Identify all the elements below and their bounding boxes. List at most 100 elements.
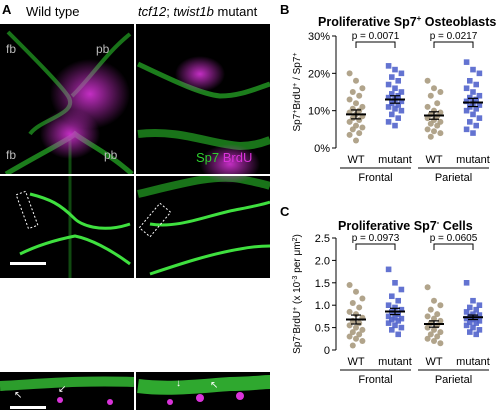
chart-c-point <box>470 324 476 331</box>
chart-b-ytick-label: 20% <box>308 68 330 80</box>
column-header-wild-type: Wild type <box>26 4 80 19</box>
chart-b-point <box>467 78 473 84</box>
chart-b-point <box>431 128 437 135</box>
chart-b-point <box>346 96 353 103</box>
panel-a-letter: A <box>2 2 12 17</box>
chart-b-point <box>470 130 476 136</box>
gene-separator: ; <box>166 4 174 19</box>
chart-b-point <box>356 130 363 137</box>
chart-c-point <box>349 299 356 306</box>
chart-c-point <box>398 286 405 293</box>
chart-b-point <box>389 91 395 97</box>
chart-c-ylabel: Sp7-BrdU+ (x 10-3 per μm2) <box>292 234 304 354</box>
chart-b-point <box>385 94 392 101</box>
chart-c-point <box>434 333 441 340</box>
chart-c-point <box>395 318 401 324</box>
chart-b-bracket <box>433 41 474 48</box>
chart-b-point <box>470 89 476 95</box>
chart-c-point <box>346 282 353 289</box>
chart-b-point <box>353 137 359 144</box>
chart-c-point <box>392 322 398 329</box>
chart-c-point <box>437 317 444 324</box>
chart-c-point <box>437 340 444 347</box>
chart-c-point <box>463 309 470 315</box>
chart-c-point <box>434 311 441 318</box>
chart-b-ytick-label: 10% <box>308 106 330 118</box>
chart-c-point <box>431 338 437 345</box>
chart-c-point <box>473 306 479 313</box>
chart-c-point <box>427 331 434 338</box>
chart-b-point <box>389 111 395 118</box>
svg-text:↙: ↙ <box>58 384 66 395</box>
micrograph-top-svg <box>0 24 270 278</box>
chart-b-point <box>473 81 479 88</box>
label-fb-wt-bottom: fb <box>6 148 17 162</box>
column-header-mutant: tcf12; twist1b mutant <box>138 4 257 19</box>
chart-c-point <box>424 313 431 320</box>
chart-c-point <box>424 324 431 331</box>
chart-c-title-sup: - <box>436 218 440 227</box>
chart-b-ylabel-part: + <box>292 110 299 114</box>
chart-b-point <box>427 120 434 127</box>
chart-b-point <box>398 70 405 77</box>
chart-b-point <box>385 81 392 88</box>
chart-c-point <box>359 338 366 345</box>
chart-b-point <box>463 85 470 92</box>
chart-c-point <box>463 315 470 322</box>
chart-c-point <box>467 304 473 311</box>
chart-b-point <box>395 115 401 121</box>
chart-b-title-sup: + <box>416 14 422 23</box>
chart-c-group-label: Frontal <box>358 374 392 386</box>
chart-b-pvalue: p = 0.0217 <box>430 31 478 42</box>
chart-c-title-text: Proliferative Sp7 <box>338 219 437 234</box>
chart-c-ylabel-part: + <box>292 307 299 311</box>
chart-c-ytick-label: 0 <box>324 345 330 357</box>
chart-b-point <box>395 102 401 108</box>
channel-legend: Sp7 BrdU <box>196 150 252 165</box>
chart-b-point <box>427 133 434 140</box>
chart-c-point <box>385 320 392 326</box>
chart-b-point <box>424 126 431 133</box>
chart-c-ytick-label: 1.5 <box>315 278 330 290</box>
chart-c-point <box>385 302 392 308</box>
chart-c-point <box>424 284 431 291</box>
chart-b-point <box>476 70 483 77</box>
chart-c-point <box>424 335 431 342</box>
chart-b-point <box>349 89 356 95</box>
gene-twist1b: twist1b <box>173 4 214 19</box>
chart-b-point <box>463 107 470 114</box>
chart-c-ytick-label: 0.5 <box>315 323 330 335</box>
chart-c-point <box>467 329 473 335</box>
chart-b-point <box>463 59 470 65</box>
chart-c-point <box>346 322 353 329</box>
chart-c-point <box>353 311 359 318</box>
chart-c-point <box>463 322 470 329</box>
chart-b-point <box>470 66 476 73</box>
chart-b-category-label: mutant <box>456 154 490 166</box>
chart-c-point <box>356 331 363 338</box>
chart-c-point <box>346 333 353 340</box>
chart-c-ylabel-part: -3 <box>292 275 299 281</box>
chart-c-point <box>398 315 405 322</box>
chart-b-point <box>424 103 431 110</box>
chart-c-point <box>389 316 395 323</box>
chart-c-point <box>392 314 398 321</box>
chart-b-point <box>359 85 366 92</box>
chart-b-point <box>392 66 398 73</box>
chart-c-category-label: mutant <box>456 356 490 368</box>
chart-b-point <box>353 100 359 107</box>
chart-b-point <box>467 94 473 101</box>
chart-b-point <box>349 126 356 133</box>
chart-c-point <box>389 293 395 300</box>
chart-c-point <box>359 295 366 302</box>
label-pb-wt-top: pb <box>96 42 110 56</box>
chart-b-point <box>392 122 398 129</box>
chart-b-point <box>398 89 405 95</box>
chart-c-title: Proliferative Sp7- Cells <box>338 218 473 233</box>
chart-c-category-label: WT <box>347 356 364 368</box>
chart-b-pvalue: p = 0.0071 <box>352 31 400 42</box>
chart-c-ylabel-part: BrdU <box>292 311 303 334</box>
svg-text:↖: ↖ <box>14 390 22 401</box>
chart-c-category-label: WT <box>425 356 442 368</box>
chart-b-ylabel-part: BrdU <box>292 87 303 110</box>
